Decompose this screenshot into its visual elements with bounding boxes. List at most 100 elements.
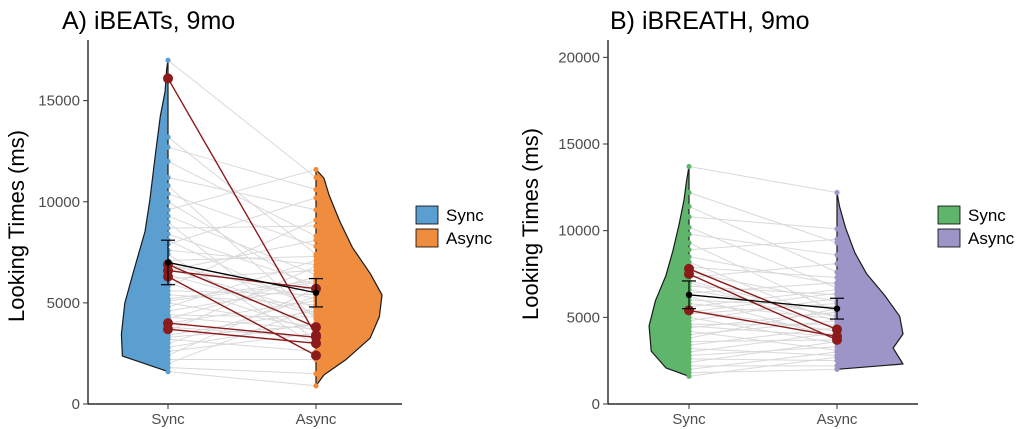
point-sync: [165, 183, 171, 189]
point-async: [313, 187, 319, 193]
pair-line: [688, 271, 838, 303]
pair-line: [688, 192, 838, 244]
pair-line: [688, 242, 838, 313]
point-sync: [165, 356, 171, 363]
pair-line: [167, 263, 317, 300]
point-sync: [165, 298, 171, 304]
pair-line: [167, 185, 317, 320]
point-sync: [165, 348, 171, 355]
pair-line: [167, 59, 317, 178]
pair-line: [688, 238, 838, 251]
point-async: [313, 207, 319, 213]
point-sync: [165, 207, 171, 213]
highlight-point-sync: [163, 73, 173, 84]
pair-line: [167, 259, 317, 308]
point-sync: [686, 163, 692, 170]
highlight-point-async: [311, 350, 321, 361]
pair-line: [167, 270, 317, 280]
point-async: [313, 383, 319, 389]
legend: Sync Async: [937, 205, 1015, 248]
pair-line: [688, 292, 838, 313]
pair-line: [167, 268, 317, 314]
point-sync: [686, 231, 692, 237]
pair-line: [688, 296, 838, 339]
pair-line: [167, 215, 317, 276]
point-sync: [165, 340, 171, 346]
chart-marks: 0 5000 10000 15000 20000 Sync Async: [558, 40, 918, 428]
point-async: [313, 314, 319, 320]
highlight-pair-line: [688, 309, 838, 338]
pair-line: [167, 371, 317, 387]
y-tick-label: 10000: [38, 194, 80, 211]
point-async: [313, 243, 319, 249]
mean-point-async: [312, 289, 320, 296]
point-async: [313, 253, 319, 259]
point-sync: [165, 213, 171, 219]
pair-line: [688, 356, 838, 377]
point-async: [313, 223, 319, 229]
point-async: [313, 257, 319, 264]
point-sync: [686, 254, 692, 260]
pair-line: [688, 282, 838, 329]
violin-sync: [648, 165, 690, 377]
point-sync: [686, 247, 692, 253]
y-tick-label: 5000: [567, 309, 600, 326]
pair-line: [167, 168, 317, 211]
pair-line: [167, 274, 317, 316]
violin-async: [836, 191, 904, 370]
pair-line: [688, 289, 838, 308]
mean-point-sync: [685, 291, 693, 298]
point-async: [834, 344, 840, 350]
point-async: [834, 354, 840, 360]
point-sync: [686, 214, 692, 220]
point-async: [313, 274, 319, 280]
point-async: [834, 236, 840, 242]
highlight-point-async: [311, 338, 321, 349]
mean-point-sync: [164, 259, 172, 266]
pair-line: [167, 294, 317, 306]
mean-line: [167, 261, 317, 294]
point-sync: [165, 219, 171, 225]
highlight-pair-line: [167, 263, 317, 328]
point-async: [834, 366, 840, 372]
point-sync: [165, 334, 171, 340]
pair-line: [167, 233, 317, 286]
y-tick-label: 10000: [558, 223, 600, 240]
pair-line: [167, 225, 317, 229]
legend-swatch-async: [937, 228, 961, 248]
pair-line: [688, 339, 838, 343]
legend-label-async: Async: [446, 229, 493, 248]
pair-line: [167, 197, 317, 245]
pair-line: [167, 160, 317, 237]
point-async: [834, 189, 840, 196]
pair-line: [688, 332, 838, 353]
pair-line: [688, 282, 838, 294]
pair-line: [167, 193, 317, 247]
legend-label-async: Async: [968, 229, 1015, 248]
highlight-pair-line: [688, 273, 838, 341]
pair-line: [688, 261, 838, 323]
pair-line: [688, 309, 838, 332]
highlight-pair-line: [167, 322, 317, 338]
panel-ibreath: B) iBREATH, 9mo Looking Times (ms) 0 5000…: [518, 7, 1015, 428]
y-tick-label: 0: [592, 396, 600, 413]
mean-line: [688, 294, 838, 310]
point-sync: [165, 225, 171, 231]
pair-line: [688, 368, 838, 374]
highlight-point-sync: [163, 324, 173, 335]
panel-title: A) iBEATs, 9mo: [62, 7, 235, 35]
point-async: [313, 310, 319, 316]
point-sync: [165, 134, 171, 140]
pair-line: [688, 266, 838, 278]
point-async: [313, 371, 319, 377]
y-tick-label: 20000: [558, 49, 600, 66]
point-async: [834, 280, 840, 286]
pair-line: [167, 276, 317, 320]
point-sync: [165, 352, 171, 359]
point-sync: [165, 57, 171, 63]
point-async: [834, 290, 840, 296]
highlight-pair-line: [688, 268, 838, 331]
point-sync: [686, 373, 692, 379]
highlight-pair-line: [167, 269, 317, 290]
